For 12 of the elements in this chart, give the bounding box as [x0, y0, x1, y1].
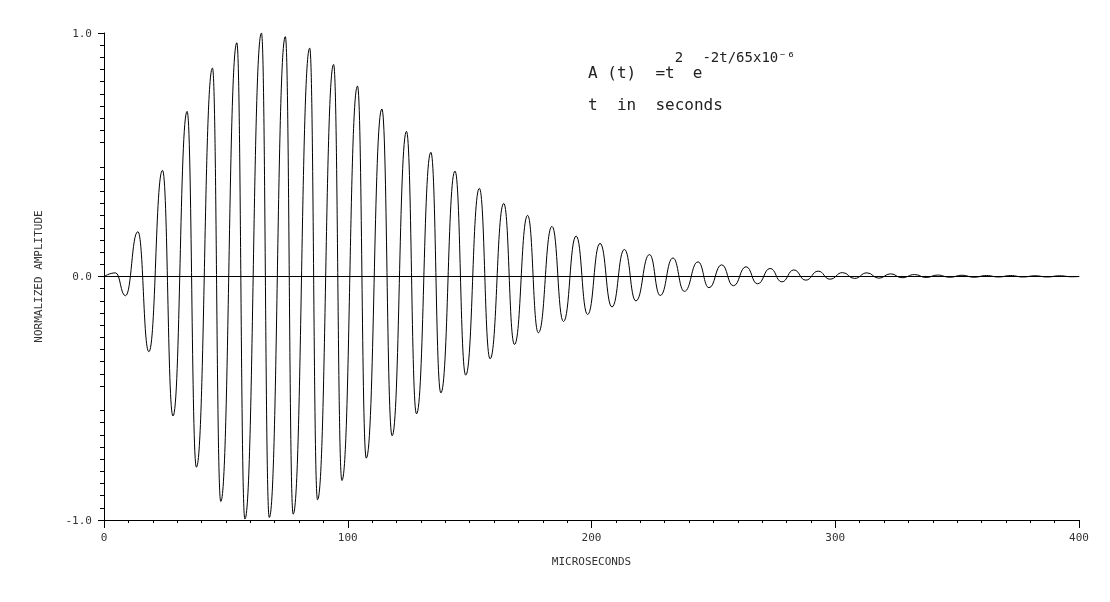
x-tick-label: 300 — [825, 531, 846, 544]
y-tick-label: 1.0 — [72, 26, 92, 40]
x-tick-label: 400 — [1069, 531, 1089, 544]
x-tick-label: 0 — [100, 531, 108, 544]
x-axis-title: MICROSECONDS — [551, 555, 632, 568]
annotation: A (t) =t2 e-2t/65x10⁻⁶ — [588, 49, 796, 82]
x-tick-label: 200 — [581, 531, 602, 544]
y-axis-title: NORMALIZED AMPLITUDE — [32, 210, 45, 343]
y-tick-label: -1.0 — [65, 513, 92, 527]
y-tick-label: 0.0 — [72, 270, 92, 283]
annotation: t in seconds — [588, 94, 723, 114]
x-tick-label: 100 — [337, 531, 358, 544]
